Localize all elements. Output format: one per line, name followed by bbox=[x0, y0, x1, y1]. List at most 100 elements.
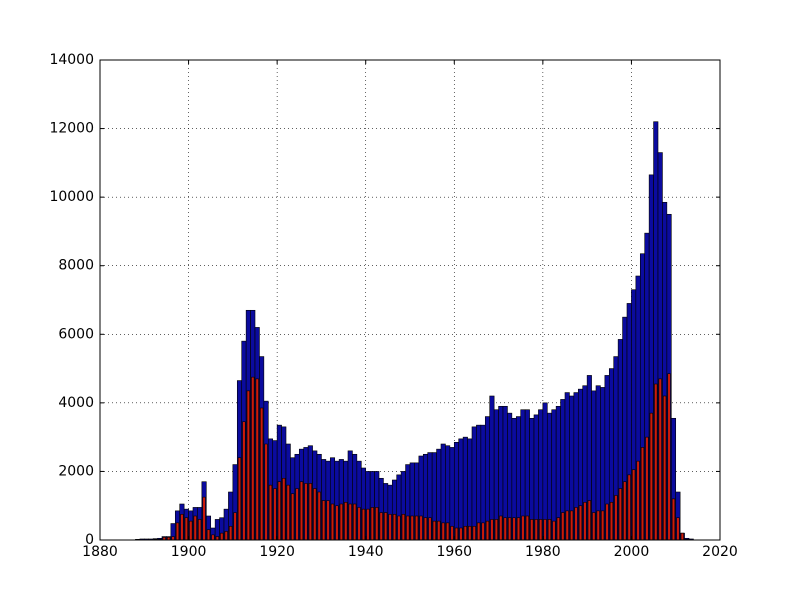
bar bbox=[225, 531, 228, 540]
bar bbox=[557, 518, 560, 540]
bar bbox=[260, 408, 263, 540]
bar bbox=[464, 526, 467, 540]
bar bbox=[238, 458, 241, 540]
bar bbox=[269, 485, 272, 540]
bar bbox=[522, 516, 525, 540]
bar bbox=[477, 523, 480, 540]
bar bbox=[482, 523, 485, 540]
bar bbox=[189, 521, 192, 540]
bar bbox=[473, 526, 476, 540]
bar bbox=[291, 494, 294, 540]
bar bbox=[628, 475, 631, 540]
bar bbox=[274, 489, 277, 540]
bar bbox=[305, 483, 308, 540]
bar bbox=[588, 501, 591, 540]
y-tick-label: 12000 bbox=[49, 121, 94, 137]
bar bbox=[203, 497, 206, 540]
x-tick-label: 1920 bbox=[259, 544, 295, 560]
bar bbox=[420, 516, 423, 540]
bar bbox=[393, 514, 396, 540]
bar bbox=[566, 511, 569, 540]
bar bbox=[570, 511, 573, 540]
bar bbox=[592, 513, 595, 540]
bar bbox=[375, 507, 378, 540]
x-tick-label: 1940 bbox=[348, 544, 384, 560]
bar bbox=[606, 504, 609, 540]
bar bbox=[468, 526, 471, 540]
bar bbox=[517, 518, 520, 540]
bar bbox=[451, 526, 454, 540]
bar bbox=[486, 521, 489, 540]
bar bbox=[646, 437, 649, 540]
y-tick-label: 14000 bbox=[49, 52, 94, 68]
bar bbox=[455, 528, 458, 540]
bar bbox=[460, 528, 463, 540]
bar bbox=[380, 513, 383, 540]
bar bbox=[243, 422, 246, 540]
bar bbox=[406, 516, 409, 540]
bar bbox=[468, 439, 472, 540]
bar bbox=[535, 519, 538, 540]
bar bbox=[552, 410, 556, 540]
bar bbox=[172, 537, 175, 540]
bar bbox=[526, 516, 529, 540]
bar bbox=[309, 483, 312, 540]
bar bbox=[234, 513, 237, 540]
y-tick-label: 4000 bbox=[58, 395, 94, 411]
bar bbox=[504, 518, 507, 540]
bar bbox=[459, 439, 463, 540]
bar bbox=[437, 521, 440, 540]
bar bbox=[433, 521, 436, 540]
bar bbox=[336, 506, 339, 540]
bar bbox=[251, 377, 254, 540]
y-tick-label: 6000 bbox=[58, 326, 94, 342]
bar bbox=[331, 504, 334, 540]
bar bbox=[300, 482, 303, 540]
bar bbox=[610, 502, 613, 540]
x-tick-label: 1980 bbox=[525, 544, 561, 560]
bar bbox=[181, 514, 184, 540]
bar bbox=[313, 489, 316, 540]
bar bbox=[548, 519, 551, 540]
bar bbox=[654, 384, 657, 540]
bar bbox=[490, 396, 494, 540]
bar bbox=[220, 533, 223, 540]
bar bbox=[597, 511, 600, 540]
bar bbox=[371, 507, 374, 540]
bar bbox=[668, 374, 671, 540]
y-tick-label: 10000 bbox=[49, 189, 94, 205]
bar bbox=[491, 519, 494, 540]
bar bbox=[229, 526, 232, 540]
bar bbox=[561, 513, 564, 540]
bar bbox=[513, 518, 516, 540]
bar bbox=[198, 519, 201, 540]
bar bbox=[615, 495, 618, 540]
bar bbox=[659, 379, 662, 540]
bar bbox=[278, 482, 281, 540]
bar bbox=[282, 478, 285, 540]
bar bbox=[454, 442, 458, 540]
y-tick-label: 2000 bbox=[58, 463, 94, 479]
bar bbox=[442, 523, 445, 540]
x-tick-label: 2020 bbox=[702, 544, 738, 560]
bar bbox=[322, 501, 325, 540]
bar bbox=[287, 485, 290, 540]
bar bbox=[247, 391, 250, 540]
bar bbox=[579, 506, 582, 540]
bar bbox=[619, 489, 622, 540]
bar bbox=[601, 511, 604, 540]
bar bbox=[327, 501, 330, 540]
bar bbox=[495, 519, 498, 540]
bar bbox=[194, 516, 197, 540]
bar bbox=[256, 379, 259, 540]
bar bbox=[424, 518, 427, 540]
bar bbox=[637, 461, 640, 540]
bar bbox=[353, 504, 356, 540]
x-tick-label: 1900 bbox=[171, 544, 207, 560]
bar bbox=[384, 513, 387, 540]
x-tick-label: 1880 bbox=[82, 544, 118, 560]
bar bbox=[411, 516, 414, 540]
bar bbox=[318, 492, 321, 540]
bar bbox=[584, 502, 587, 540]
